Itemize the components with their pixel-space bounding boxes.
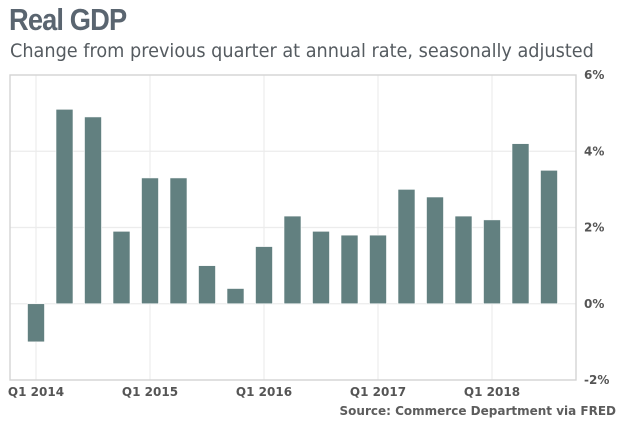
x-tick-label: Q1 2014 — [8, 385, 64, 399]
bar-q2-2015 — [169, 177, 188, 305]
y-tick-label: 6% — [584, 68, 604, 82]
bars — [27, 109, 558, 343]
bar-q3-2015 — [198, 265, 216, 305]
bar-q1-2017 — [369, 234, 387, 305]
bar-q4-2017 — [454, 215, 473, 305]
bar-q1-2014 — [27, 303, 45, 343]
y-tick-label: 0% — [584, 297, 604, 311]
x-tick-label: Q1 2017 — [350, 385, 406, 399]
plot-border — [9, 74, 577, 381]
bar-q1-2016 — [255, 246, 273, 305]
bar-q4-2014 — [112, 231, 131, 305]
x-axis-ticks: Q1 2014 Q1 2015 Q1 2016 Q1 2017 Q1 2018 — [8, 385, 520, 399]
bar-q2-2018 — [511, 143, 530, 305]
bar-q1-2018 — [483, 219, 501, 305]
bar-q3-2016 — [312, 231, 330, 305]
chart-title: Real GDP — [9, 2, 127, 37]
x-tick-label: Q1 2015 — [122, 385, 178, 399]
y-tick-label: -2% — [584, 373, 609, 387]
y-tick-label: 2% — [584, 221, 604, 235]
plot-frame — [9, 74, 577, 381]
bar-q4-2015 — [226, 288, 245, 305]
y-axis-ticks: 6% 4% 2% 0% -2% — [584, 68, 609, 387]
y-tick-label: 4% — [584, 144, 604, 158]
source-note: Source: Commerce Department via FRED — [339, 404, 616, 418]
bar-q1-2015 — [141, 177, 159, 305]
bar-q3-2014 — [84, 116, 102, 305]
bar-q2-2017 — [397, 189, 416, 305]
x-tick-label: Q1 2018 — [464, 385, 520, 399]
bar-q4-2016 — [340, 234, 359, 305]
x-tick-label: Q1 2016 — [236, 385, 292, 399]
bar-q2-2014 — [55, 109, 74, 305]
chart-subtitle: Change from previous quarter at annual r… — [10, 40, 594, 62]
bar-q3-2018 — [540, 170, 558, 305]
bar-q3-2017 — [426, 196, 444, 305]
bar-q2-2016 — [283, 215, 302, 305]
